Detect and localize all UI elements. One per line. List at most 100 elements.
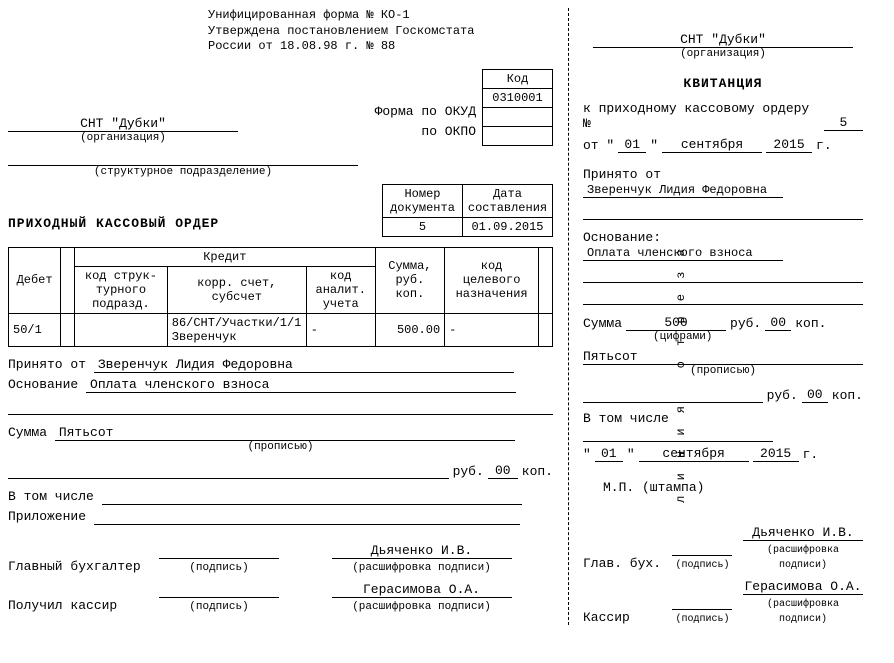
rasshif-l1: (расшифровка подписи)	[352, 562, 491, 574]
pril-value	[94, 509, 520, 525]
main-table: Дебет Кредит Сумма, руб. коп. код целево…	[8, 247, 553, 347]
kop-label: коп.	[522, 464, 553, 479]
r-year: 2015	[766, 137, 812, 153]
r-osn-ext	[583, 267, 863, 283]
podpis-l1: (подпись)	[189, 562, 248, 574]
r-g: г.	[816, 138, 832, 153]
r-from-ext	[583, 204, 863, 220]
vtom-label: В том числе	[8, 489, 94, 504]
r-vtom: В том числе	[583, 411, 669, 426]
form-head-l1: Унифицированная форма № КО-1	[208, 8, 553, 24]
r-org: СНТ "Дубки"	[593, 32, 853, 48]
r-year2: 2015	[753, 446, 799, 462]
row-sum: 500.00	[375, 313, 445, 346]
th-ks3: подразд.	[79, 297, 163, 311]
kassir-name: Герасимова О.А.	[332, 582, 512, 598]
pril-label: Приложение	[8, 509, 86, 524]
r-ot: от "	[583, 138, 614, 153]
r-org-sub: (организация)	[583, 48, 863, 60]
row-cel: -	[445, 313, 539, 346]
form-head-l2: Утверждена постановлением Госкомстата	[208, 24, 553, 40]
extra-code	[483, 126, 553, 145]
kassir-label: Получил кассир	[8, 598, 148, 613]
podpis-l2: (подпись)	[189, 601, 248, 613]
r-sum-ext	[583, 387, 763, 403]
org-name: СНТ "Дубки"	[8, 116, 238, 132]
cut-line-label: л и н и я о т р е з а	[674, 245, 688, 503]
r-month: сентября	[662, 137, 762, 153]
th-ks2: турного	[79, 283, 163, 297]
doc-date: 01.09.2015	[463, 217, 553, 236]
th-cel2: целевого	[449, 273, 534, 287]
th-sum3: коп.	[380, 287, 441, 301]
r-rasshif1: (расшифровка подписи)	[767, 545, 839, 571]
okpo-label: по ОКПО	[421, 124, 476, 139]
r-kassir: Кассир	[583, 610, 662, 625]
glbuh-name: Дьяченко И.В.	[332, 543, 512, 559]
propis-label: (прописью)	[8, 441, 553, 453]
r-g2: г.	[803, 447, 819, 462]
glbuh-label: Главный бухгалтер	[8, 559, 148, 574]
form-header: Унифицированная форма № КО-1 Утверждена …	[208, 8, 553, 55]
sum-words: Пятьсот	[55, 425, 515, 441]
r-rub1: руб.	[730, 316, 761, 331]
org-sublabel: (организация)	[8, 132, 238, 144]
osn-line2	[8, 399, 553, 415]
th-ka2: аналит.	[311, 283, 371, 297]
r-day2: 01	[595, 446, 623, 462]
r-num: 5	[824, 115, 863, 131]
glbuh-sign	[159, 543, 279, 559]
r-kop1: 00	[765, 315, 791, 331]
r-day: 01	[618, 137, 646, 153]
r-kassir-name: Герасимова О.А.	[743, 579, 863, 595]
r-month2: сентября	[639, 446, 749, 462]
th-sum1: Сумма,	[380, 259, 441, 273]
form-head-l3: России от 18.08.98 г. № 88	[208, 39, 553, 55]
r-osn-ext2	[583, 289, 863, 305]
r-kop-lbl1: коп.	[795, 316, 826, 331]
struct-sublabel: (структурное подразделение)	[8, 166, 358, 178]
r-glbuh: Глав. бух.	[583, 556, 662, 571]
th-debet: Дебет	[9, 247, 61, 313]
kop-value: 00	[488, 463, 518, 479]
sum-label: Сумма	[8, 425, 47, 440]
r-cifr: (цифрами)	[583, 331, 863, 343]
r-podpis1: (подпись)	[675, 560, 729, 571]
osn-value: Оплата членского взноса	[86, 377, 516, 393]
th-ks1: код струк-	[79, 269, 163, 283]
date-hdr2: составления	[467, 201, 548, 215]
doc-num: 5	[383, 217, 463, 236]
r-podpis2: (подпись)	[675, 614, 729, 625]
sum-line-ext	[8, 463, 449, 479]
r-rasshif2: (расшифровка подписи)	[767, 599, 839, 625]
th-cel1: код	[449, 259, 534, 273]
code-header: Код	[483, 69, 553, 88]
r-rub2: руб.	[767, 388, 798, 403]
r-from: Зверенчук Лидия Федоровна	[583, 183, 783, 198]
codes-table: Код 0310001	[482, 69, 553, 146]
row-debet: 50/1	[9, 313, 61, 346]
date-hdr: Дата	[467, 187, 548, 201]
r-sum-label: Сумма	[583, 316, 622, 331]
r-kop2: 00	[802, 387, 828, 403]
docdate-table: Номер документа Дата составления 5 01.09…	[382, 184, 553, 237]
r-q2: "	[650, 138, 658, 153]
th-korr2: субсчет	[172, 290, 302, 304]
th-sum2: руб.	[380, 273, 441, 287]
vtom-value	[102, 489, 522, 505]
from-label: Принято от	[8, 357, 86, 372]
r-mp: М.П. (штампа)	[583, 480, 863, 495]
th-korr1: корр. счет,	[172, 276, 302, 290]
r-to-order: к приходному кассовому ордеру №	[583, 101, 820, 131]
okpo-code	[483, 107, 553, 126]
row-korr: 86/СНТ/Участки/1/1 Зверенчук	[167, 313, 306, 346]
from-value: Зверенчук Лидия Федоровна	[94, 357, 514, 373]
kassir-sign	[159, 582, 279, 598]
osn-label: Основание	[8, 377, 78, 392]
num-hdr2: документа	[387, 201, 458, 215]
r-glbuh-sign	[672, 540, 732, 556]
main-title: ПРИХОДНЫЙ КАССОВЫЙ ОРДЕР	[8, 216, 382, 237]
receipt-title: КВИТАНЦИЯ	[583, 76, 863, 91]
th-ka1: код	[311, 269, 371, 283]
r-propis: (прописью)	[583, 365, 863, 377]
